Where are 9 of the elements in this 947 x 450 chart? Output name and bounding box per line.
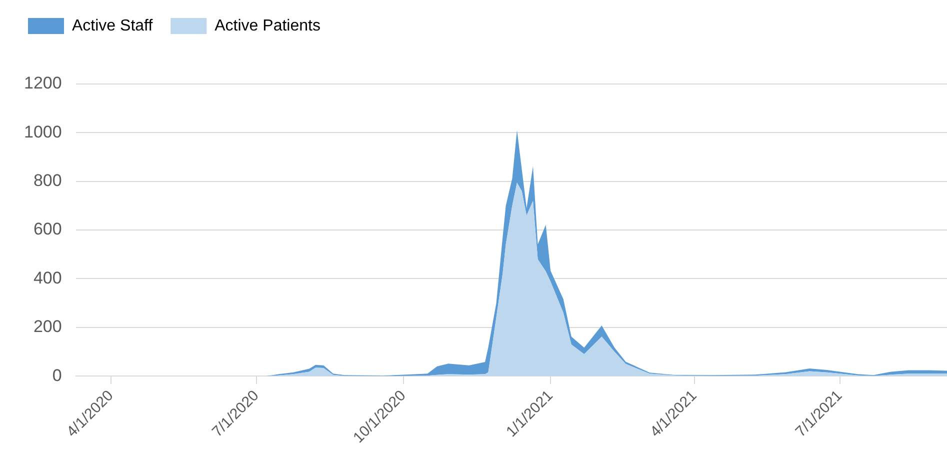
y-tick-label: 600 (33, 220, 62, 239)
legend-label: Active Patients (214, 17, 320, 34)
y-tick-label: 200 (33, 317, 62, 336)
y-tick-label: 1200 (24, 74, 62, 93)
legend-label: Active Staff (72, 17, 154, 34)
y-tick-label: 0 (52, 366, 62, 385)
y-tick-label: 800 (33, 171, 62, 190)
y-tick-label: 400 (33, 268, 62, 288)
y-tick-label: 1000 (24, 122, 62, 142)
